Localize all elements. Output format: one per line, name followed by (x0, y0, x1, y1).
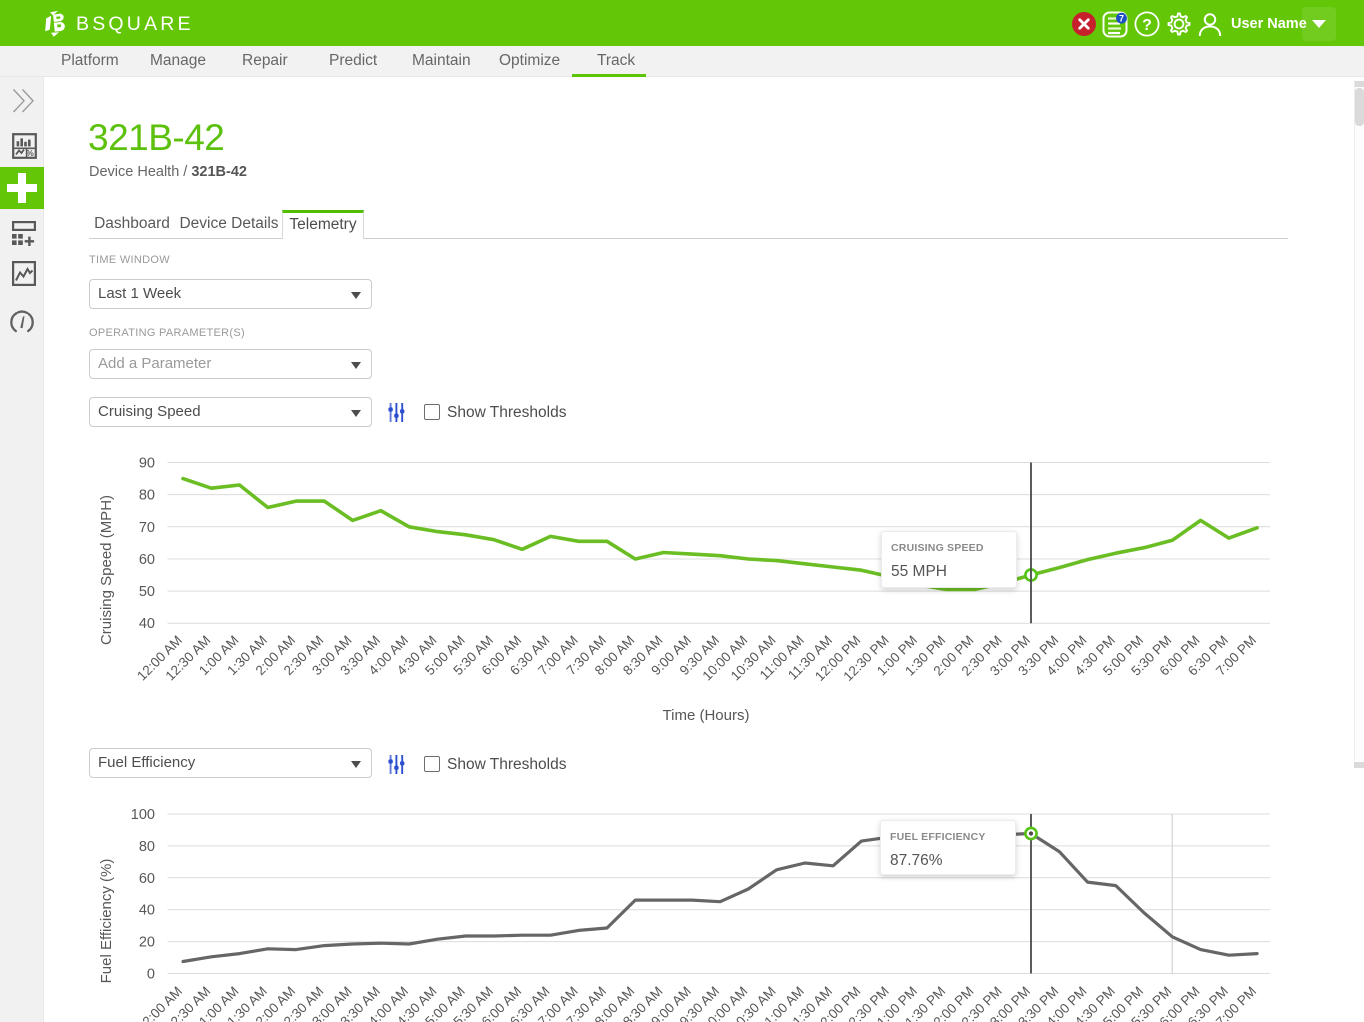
svg-text:Time (Hours): Time (Hours) (663, 707, 750, 724)
svg-text:Fuel Efficiency (%): Fuel Efficiency (%) (98, 859, 115, 984)
svg-text:Cruising Speed (MPH): Cruising Speed (MPH) (98, 495, 115, 645)
svg-text:100: 100 (131, 807, 155, 823)
svg-text:90: 90 (139, 456, 155, 472)
svg-text:80: 80 (139, 839, 155, 855)
svg-text:80: 80 (139, 488, 155, 504)
svg-text:60: 60 (139, 871, 155, 887)
svg-text:40: 40 (139, 616, 155, 632)
svg-text:?: ? (1142, 17, 1152, 34)
svg-text:70: 70 (139, 520, 155, 536)
svg-text:50: 50 (139, 584, 155, 600)
svg-text:60: 60 (139, 552, 155, 568)
svg-text:40: 40 (139, 903, 155, 919)
svg-text:0: 0 (147, 967, 155, 983)
svg-text:%: % (26, 148, 34, 158)
svg-text:20: 20 (139, 935, 155, 951)
svg-text:7: 7 (1119, 13, 1124, 23)
